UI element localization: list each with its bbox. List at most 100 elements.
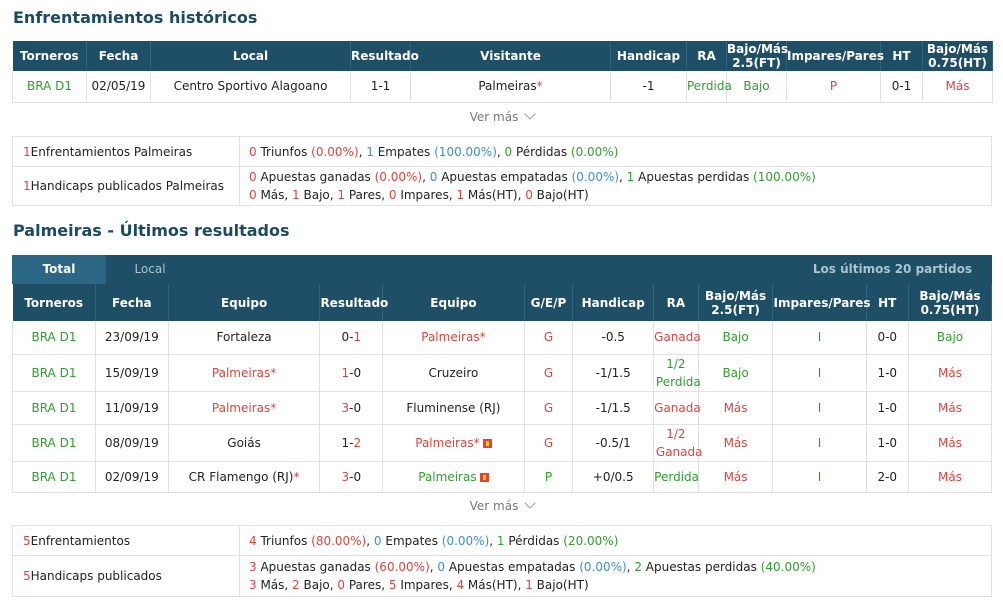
home-team[interactable]: Centro Sportivo Alagoano [150,71,351,103]
match-date: 23/09/19 [95,321,169,355]
home-team[interactable]: Fortaleza [168,321,321,355]
draws-pct: (100.00%) [434,144,497,159]
league-link[interactable]: BRA D1 [12,424,96,462]
draws-count: 0 [373,533,382,548]
ver-mas-button[interactable]: Ver más [12,108,992,124]
home-team[interactable]: Goiás [168,424,321,462]
draw-bets-count: 0 [429,170,438,184]
lost-bets-pct: (40.00%) [760,560,816,574]
oe-result: P [786,71,881,103]
away-team[interactable]: Palmeiras [382,461,525,493]
under-count: 2 [292,578,300,592]
summary-label: 5 Handicaps publicados [13,556,240,596]
col-bajo-mas-ht: Bajo/Más 0.75(HT) [908,284,993,321]
under-label: Bajo, [299,188,338,202]
summary-line: 0 Apuestas ganadas (0.00%), 0 Apuestas e… [249,170,816,184]
oe-result: I [772,321,867,355]
team-name: Palmeiras [211,365,271,380]
col-ra: RA [686,41,727,71]
odd-label: Impares, [396,188,457,202]
over-ht-count: 1 [456,188,465,202]
tab-local[interactable]: Local [134,262,166,276]
even-label: Pares, [345,188,389,202]
table-row: BRA D1 23/09/19 Fortaleza 0-1 Palmeiras*… [12,321,993,355]
league-link[interactable]: BRA D1 [12,321,96,355]
ou-result: Bajo [726,71,787,103]
away-team[interactable]: Fluminense (RJ) [382,391,525,425]
label-text: Enfrentamientos [30,533,131,548]
wins-pct: (80.00%) [311,533,367,548]
last-matches-selector[interactable]: Los últimos 20 partidos [812,262,972,276]
score-home: 3 [341,469,350,484]
table-row: BRA D1 11/09/19 Palmeiras* 3-0 Fluminens… [12,391,993,425]
even-count: 1 [337,188,346,202]
lost-bets-count: 2 [634,560,642,574]
red-card-icon [479,472,489,482]
tab-total[interactable]: Total [12,255,106,284]
score-away: 1 [382,79,391,94]
wins-pct: (0.00%) [311,144,359,159]
team-star: * [536,79,543,94]
ou-ht-result: Más [908,461,993,493]
team-star: * [270,400,277,415]
home-team[interactable]: CR Flamengo (RJ)* [168,461,321,493]
ou-ht-result: Más [908,391,993,425]
match-score[interactable]: 3-0 [319,391,384,425]
league-link[interactable]: BRA D1 [12,461,96,493]
team-name: Palmeiras [211,400,271,415]
league-link[interactable]: BRA D1 [12,391,96,425]
team-name: Goiás [227,435,261,450]
home-team[interactable]: Palmeiras* [168,391,321,425]
table-row: BRA D1 08/09/19 Goiás 1-2 Palmeiras* G -… [12,424,993,462]
ra-result: Perdida [686,71,732,103]
won-bets-label: Apuestas ganadas [256,560,375,574]
match-score[interactable]: 3-0 [319,461,384,493]
ra-result: 1/2 Ganada [653,424,703,462]
summary-values: 0 Triunfos (0.00%), 1 Empates (100.00%),… [240,137,991,166]
chevron-down-icon [524,497,537,509]
score-sep: - [378,79,383,94]
gep-result: G [524,391,574,425]
league-link[interactable]: BRA D1 [12,71,87,103]
away-team[interactable]: Palmeiras* [382,321,525,355]
match-score[interactable]: 1-0 [319,354,384,392]
under-ht-count: 1 [525,578,533,592]
score-away: 0 [353,400,362,415]
summary-values: 4 Triunfos (80.00%), 0 Empates (0.00%), … [240,526,991,555]
losses-count: 0 [504,144,513,159]
label-text: Handicaps publicados [30,569,162,583]
match-date: 15/09/19 [95,354,169,392]
red-card-icon [482,438,492,448]
team-name: Palmeiras [421,330,480,345]
summary-line: 0 Más, 1 Bajo, 1 Pares, 0 Impares, 1 Más… [249,186,991,204]
ht-score: 1-0 [866,354,909,392]
league-link[interactable]: BRA D1 [12,354,96,392]
table-row: BRA D1 15/09/19 Palmeiras* 1-0 Cruzeiro … [12,354,993,392]
col-fecha: Fecha [95,284,169,321]
count: 5 [23,533,31,548]
col-bajo-mas-ht: Bajo/Más 0.75(HT) [922,41,993,71]
away-team[interactable]: Palmeiras* [410,71,611,103]
draw-bets-label: Apuestas empatadas [437,170,572,184]
summary-row: 5 Handicaps publicados 3 Apuestas ganada… [13,556,991,596]
oe-result: I [772,424,867,462]
chevron-down-icon [524,108,537,120]
lost-bets-pct: (100.00%) [753,170,816,184]
recent-summary: 5 Enfrentamientos 4 Triunfos (80.00%), 0… [12,525,992,597]
match-score[interactable]: 0-1 [319,321,384,355]
ver-mas-button[interactable]: Ver más [12,497,992,513]
ra-text: 1/2 Perdida [655,356,701,389]
oe-result: I [772,354,867,392]
away-team[interactable]: Palmeiras* [382,424,525,462]
home-team[interactable]: Palmeiras* [168,354,321,392]
lost-bets-label: Apuestas perdidas [641,560,761,574]
col-handicap: Handicap [572,284,655,321]
col-ht: HT [880,41,923,71]
hist-summary: 1 Enfrentamientos Palmeiras 0 Triunfos (… [12,136,992,206]
summary-label: 1 Enfrentamientos Palmeiras [13,137,240,166]
hist-title: Enfrentamientos históricos [13,8,258,27]
match-date: 02/09/19 [95,461,169,493]
match-score[interactable]: 1-1 [350,71,411,103]
match-score[interactable]: 1-2 [319,424,384,462]
away-team[interactable]: Cruzeiro [382,354,525,392]
